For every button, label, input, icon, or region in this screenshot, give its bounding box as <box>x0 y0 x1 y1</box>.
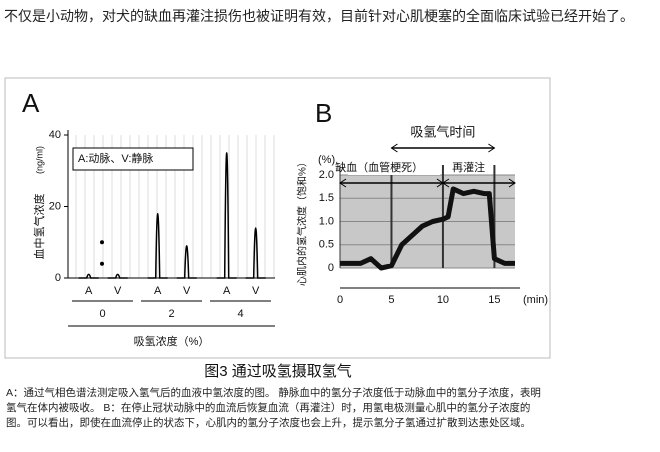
x-tick-label: 0 <box>337 294 343 306</box>
phase-arrow-head <box>442 178 516 188</box>
y-tick-label: 1.0 <box>319 215 334 227</box>
channel-label: V <box>252 285 260 297</box>
x-axis-unit: (min) <box>523 294 548 306</box>
channel-label: V <box>183 285 191 297</box>
note-text: A：通过气相色谱法测定吸入氢气后的血液中氢浓度的图。 静脉血中的氢分子浓度低于动… <box>6 387 541 429</box>
marker-dot <box>100 261 104 266</box>
group-label: 4 <box>237 308 243 320</box>
caption: 图3 通过吸氢摄取氢气 <box>204 363 352 380</box>
channel-label: A <box>223 285 231 297</box>
channel-label: V <box>114 285 122 297</box>
x-axis-label: 吸氢浓度（%） <box>134 334 210 348</box>
y-axis-label: 血中氢气浓度 <box>32 194 46 260</box>
x-tick-label: 5 <box>388 294 394 306</box>
arrow-label: 吸氢气时间 <box>410 124 475 139</box>
y-tick-label: 0.5 <box>319 239 334 251</box>
x-tick-label: 10 <box>437 294 449 306</box>
label-bg <box>348 161 440 175</box>
phase-label: 再灌注 <box>452 160 485 174</box>
x-tick-label: 15 <box>488 294 500 306</box>
channel-label: A <box>154 285 162 297</box>
panel-label: B <box>315 98 332 128</box>
panel-label: A <box>22 88 40 118</box>
y-tick-label: 0 <box>55 272 61 284</box>
data-line <box>340 186 515 271</box>
channel-label: A <box>85 285 93 297</box>
peak <box>147 212 168 279</box>
peak <box>176 245 197 279</box>
group-label: 2 <box>168 308 174 320</box>
peak <box>216 152 237 279</box>
peak <box>107 273 128 279</box>
legend: A:动脉、V:静脉 <box>78 151 153 165</box>
y-axis-unit: (ng/ml) <box>34 146 44 174</box>
intro-text: 不仅是小动物，对犬的缺血再灌注损伤也被证明有效，目前针对心肌梗塞的全面临床试验已… <box>4 8 634 24</box>
y-tick-label: 40 <box>49 129 61 141</box>
y-tick-label: 0 <box>328 262 334 274</box>
phase-label: 缺血（血管梗死） <box>335 160 423 174</box>
peak <box>245 227 266 279</box>
y-axis-label: 心肌内的氢气浓度（饱和%） <box>296 157 309 286</box>
time-arrow-head <box>390 143 496 153</box>
y-tick-label: 1.5 <box>319 192 334 204</box>
y-tick-label: 2.0 <box>319 169 334 181</box>
y-axis-unit: (%) <box>318 154 335 166</box>
peak <box>78 273 99 279</box>
group-label: 0 <box>99 308 105 320</box>
marker-dot <box>100 240 104 245</box>
y-tick-label: 20 <box>49 200 61 212</box>
legend-box <box>72 147 194 171</box>
